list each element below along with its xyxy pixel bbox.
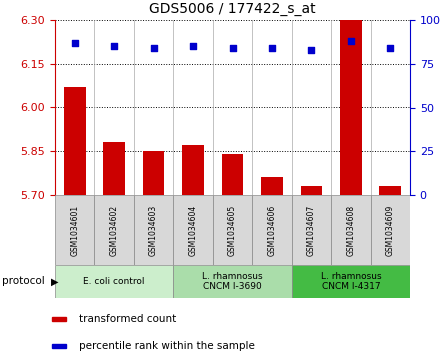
Point: [268, 45, 275, 51]
Bar: [55, 265, 173, 298]
Bar: [292, 265, 410, 298]
Bar: [213, 195, 252, 265]
Bar: [55, 195, 95, 265]
Text: GSM1034601: GSM1034601: [70, 204, 79, 256]
Bar: [379, 186, 401, 195]
Bar: [173, 195, 213, 265]
Bar: [173, 265, 292, 298]
Bar: [331, 195, 370, 265]
Text: GSM1034603: GSM1034603: [149, 204, 158, 256]
Text: transformed count: transformed count: [79, 314, 176, 324]
Bar: [143, 151, 165, 195]
Point: [229, 45, 236, 51]
Point: [150, 45, 157, 51]
Text: protocol: protocol: [2, 277, 45, 286]
Bar: [292, 195, 331, 265]
Text: GSM1034604: GSM1034604: [189, 204, 198, 256]
Bar: [64, 87, 85, 195]
Bar: [95, 195, 134, 265]
Text: L. rhamnosus
CNCM I-4317: L. rhamnosus CNCM I-4317: [320, 272, 381, 291]
Bar: [134, 195, 173, 265]
Text: percentile rank within the sample: percentile rank within the sample: [79, 341, 255, 351]
Title: GDS5006 / 177422_s_at: GDS5006 / 177422_s_at: [149, 2, 316, 16]
Text: GSM1034606: GSM1034606: [268, 204, 276, 256]
Bar: [370, 195, 410, 265]
Bar: [261, 178, 283, 195]
Text: E. coli control: E. coli control: [84, 277, 145, 286]
Text: GSM1034607: GSM1034607: [307, 204, 316, 256]
Bar: [182, 146, 204, 195]
Text: L. rhamnosus
CNCM I-3690: L. rhamnosus CNCM I-3690: [202, 272, 263, 291]
Text: GSM1034605: GSM1034605: [228, 204, 237, 256]
Point: [190, 43, 197, 49]
Text: GSM1034609: GSM1034609: [386, 204, 395, 256]
Bar: [252, 195, 292, 265]
Point: [308, 47, 315, 53]
Point: [347, 38, 354, 44]
Bar: [52, 344, 66, 348]
Text: ▶: ▶: [51, 277, 58, 286]
Bar: [52, 317, 66, 321]
Bar: [340, 20, 362, 195]
Bar: [103, 143, 125, 195]
Point: [71, 40, 78, 46]
Bar: [222, 154, 243, 195]
Bar: [301, 186, 322, 195]
Text: GSM1034602: GSM1034602: [110, 204, 119, 256]
Point: [387, 45, 394, 51]
Point: [110, 43, 117, 49]
Text: GSM1034608: GSM1034608: [346, 204, 356, 256]
